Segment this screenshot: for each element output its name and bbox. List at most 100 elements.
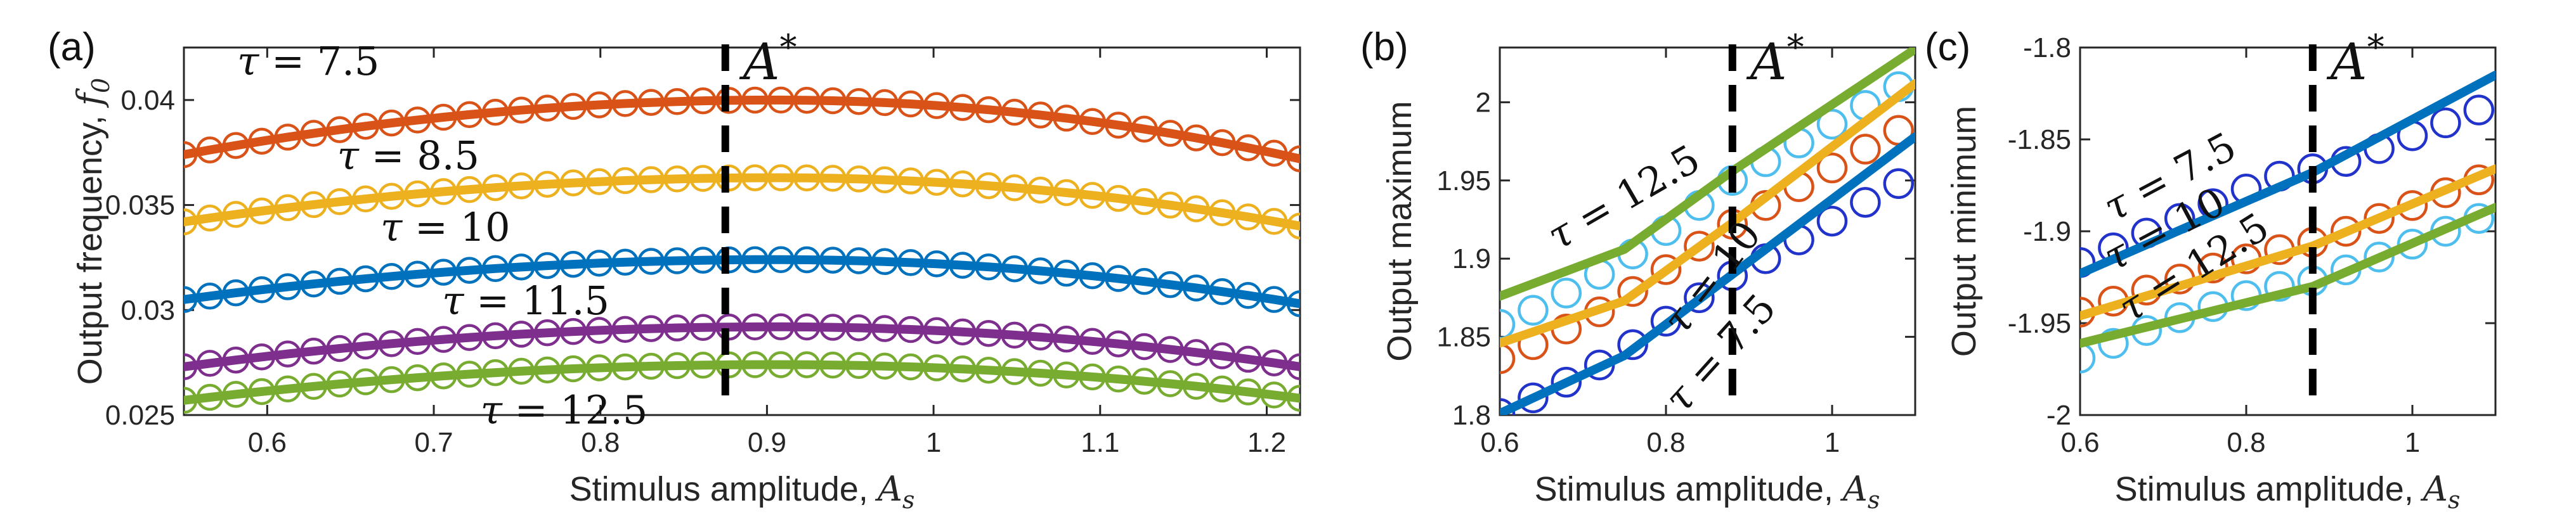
data-point bbox=[1131, 267, 1158, 295]
data-point bbox=[923, 317, 951, 345]
data-point bbox=[1650, 254, 1682, 285]
y-tick-label: 1.9 bbox=[1452, 243, 1491, 274]
data-point bbox=[689, 87, 717, 115]
data-point bbox=[949, 355, 977, 383]
panel-label: (b) bbox=[1360, 25, 1408, 69]
y-axis-label: Output frequency, f0 bbox=[70, 78, 115, 385]
data-point bbox=[352, 185, 379, 213]
threshold-label: A* bbox=[739, 27, 797, 91]
data-point bbox=[637, 248, 665, 275]
data-point bbox=[1053, 105, 1080, 132]
x-tick-label: 0.8 bbox=[581, 427, 620, 458]
data-point bbox=[222, 132, 250, 159]
data-point bbox=[1518, 295, 1549, 326]
x-tick-label: 0.6 bbox=[1480, 427, 1519, 458]
data-point bbox=[819, 314, 847, 341]
data-point bbox=[1131, 188, 1158, 215]
data-point bbox=[1079, 182, 1106, 209]
data-point bbox=[1208, 278, 1236, 305]
data-point bbox=[196, 383, 224, 411]
data-point bbox=[378, 366, 405, 393]
data-point bbox=[248, 276, 276, 304]
data-point bbox=[274, 194, 301, 222]
data-point bbox=[404, 106, 431, 134]
data-point bbox=[326, 267, 353, 295]
data-point bbox=[663, 165, 691, 193]
data-point bbox=[1816, 152, 1848, 184]
data-point bbox=[1260, 208, 1288, 235]
data-point bbox=[404, 328, 431, 355]
data-point bbox=[741, 164, 769, 191]
data-point bbox=[611, 248, 639, 276]
data-point bbox=[196, 204, 224, 232]
data-point bbox=[663, 87, 691, 115]
data-point bbox=[1816, 108, 1848, 140]
data-point bbox=[455, 176, 483, 203]
x-tick-label: 0.8 bbox=[2227, 427, 2265, 458]
data-point bbox=[1234, 134, 1262, 162]
series-label: τ = 7.5 bbox=[237, 38, 379, 84]
data-point bbox=[196, 283, 224, 310]
data-point bbox=[481, 322, 509, 350]
data-point bbox=[611, 167, 639, 195]
data-point bbox=[975, 253, 1003, 281]
data-point bbox=[222, 279, 250, 307]
series-line bbox=[2080, 203, 2495, 348]
data-point bbox=[1157, 336, 1184, 363]
data-point bbox=[975, 356, 1003, 384]
data-point bbox=[1518, 382, 1549, 414]
data-point bbox=[2264, 271, 2295, 302]
data-point bbox=[248, 197, 276, 225]
x-tick-label: 0.6 bbox=[2060, 427, 2099, 458]
data-point bbox=[1001, 321, 1029, 349]
data-point bbox=[1157, 370, 1184, 397]
data-point bbox=[1208, 375, 1236, 403]
data-point bbox=[533, 319, 561, 347]
data-point bbox=[274, 340, 301, 368]
data-point bbox=[819, 246, 847, 274]
data-point bbox=[300, 191, 327, 219]
data-point bbox=[430, 103, 457, 131]
y-tick-label: 0.04 bbox=[120, 85, 175, 116]
data-point bbox=[430, 178, 457, 205]
data-point bbox=[1617, 276, 1648, 307]
data-point bbox=[533, 94, 561, 122]
panel-label: (c) bbox=[1925, 25, 1970, 69]
data-point bbox=[455, 257, 483, 284]
data-point bbox=[767, 313, 795, 341]
data-point bbox=[2430, 107, 2461, 139]
data-point bbox=[1079, 262, 1106, 290]
data-point bbox=[274, 375, 301, 403]
data-point bbox=[949, 94, 977, 121]
data-point bbox=[2330, 215, 2362, 247]
data-point bbox=[481, 98, 509, 126]
data-point bbox=[845, 165, 873, 193]
data-point bbox=[663, 314, 691, 342]
data-point bbox=[559, 93, 587, 120]
data-point bbox=[559, 317, 587, 345]
data-point bbox=[1684, 231, 1715, 262]
data-point bbox=[481, 174, 509, 202]
x-tick-label: 0.8 bbox=[1646, 427, 1685, 458]
data-point bbox=[793, 164, 821, 192]
series-line bbox=[1500, 132, 1915, 415]
data-point bbox=[871, 352, 899, 380]
data-point bbox=[923, 169, 951, 196]
data-layer bbox=[184, 86, 1300, 414]
data-point bbox=[1286, 353, 1300, 381]
data-point bbox=[196, 350, 224, 377]
x-axis-label: Stimulus amplitude, As bbox=[1535, 469, 1880, 514]
data-point bbox=[975, 96, 1003, 124]
data-point bbox=[871, 248, 899, 276]
x-tick-label: 1 bbox=[1825, 427, 1840, 458]
data-point bbox=[1105, 365, 1132, 393]
data-point bbox=[923, 250, 951, 278]
data-point bbox=[1183, 274, 1210, 302]
data-point bbox=[1183, 124, 1210, 151]
data-point bbox=[507, 321, 535, 348]
data-point bbox=[1208, 129, 1236, 157]
data-point bbox=[1001, 255, 1029, 283]
data-point bbox=[1617, 329, 1648, 361]
data-point bbox=[1286, 290, 1300, 317]
data-point bbox=[1500, 343, 1516, 374]
